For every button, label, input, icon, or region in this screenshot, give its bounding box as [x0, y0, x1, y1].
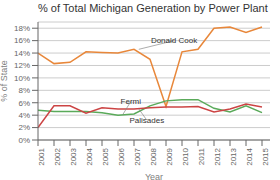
- svg-text:18%: 18%: [14, 24, 30, 33]
- svg-text:2012: 2012: [213, 147, 222, 165]
- svg-text:Fermi: Fermi: [121, 97, 142, 106]
- svg-text:Palisades: Palisades: [129, 116, 164, 125]
- svg-text:2015: 2015: [261, 147, 270, 165]
- svg-text:4%: 4%: [18, 111, 30, 120]
- svg-text:0%: 0%: [18, 136, 30, 145]
- svg-text:2001: 2001: [37, 147, 46, 165]
- svg-text:2010: 2010: [181, 147, 190, 165]
- svg-text:2004: 2004: [85, 147, 94, 165]
- svg-text:% of State: % of State: [8, 60, 9, 102]
- svg-text:2011: 2011: [197, 147, 206, 165]
- svg-text:6%: 6%: [18, 99, 30, 108]
- html-text:% of Total Michigan Generation: % of Total Michigan Generation by Power …: [38, 2, 268, 14]
- svg-text:2002: 2002: [53, 147, 62, 165]
- svg-text:12%: 12%: [14, 61, 30, 70]
- svg-text:2003: 2003: [69, 147, 78, 165]
- svg-text:10%: 10%: [14, 74, 30, 83]
- svg-text:2013: 2013: [229, 147, 238, 165]
- svg-text:2009: 2009: [165, 147, 174, 165]
- svg-text:2006: 2006: [117, 147, 126, 165]
- svg-text:2%: 2%: [18, 123, 30, 132]
- svg-text:2007: 2007: [133, 147, 142, 165]
- svg-text:8%: 8%: [18, 86, 30, 95]
- svg-text:2008: 2008: [149, 147, 158, 165]
- svg-text:Year: Year: [145, 172, 163, 180]
- svg-text:14%: 14%: [14, 49, 30, 58]
- svg-text:16%: 16%: [14, 36, 30, 45]
- svg-text:2005: 2005: [101, 147, 110, 165]
- svg-text:2014: 2014: [245, 147, 254, 165]
- svg-text:Donald Cook: Donald Cook: [151, 36, 198, 45]
